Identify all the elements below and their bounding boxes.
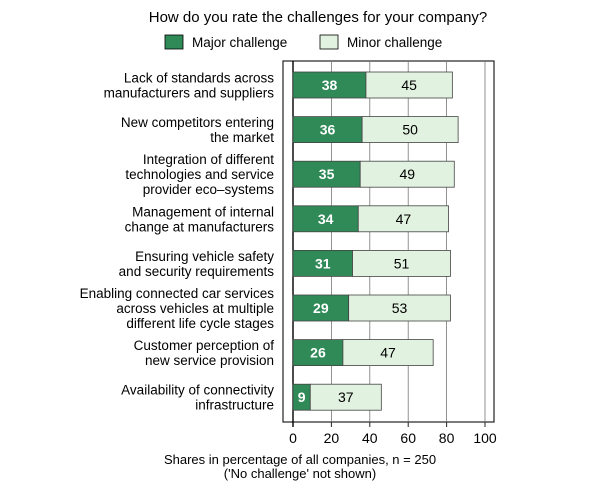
data-label: 47 <box>380 345 396 361</box>
data-label: 49 <box>399 166 415 182</box>
category-label: provider eco–systems <box>143 182 275 197</box>
category-label: Customer perception of <box>134 338 275 353</box>
data-label: 45 <box>401 77 417 93</box>
legend-swatch <box>164 34 184 50</box>
bar-minor <box>352 249 451 277</box>
bar-major <box>292 160 361 188</box>
category-label: Integration of different <box>143 152 274 167</box>
data-label: 9 <box>298 389 306 405</box>
data-label: 26 <box>310 345 326 361</box>
legend-label: Minor challenge <box>347 35 442 50</box>
x-tick-label: 40 <box>362 430 378 446</box>
data-label: 38 <box>322 77 338 93</box>
bar-minor <box>348 294 451 322</box>
data-label: 51 <box>394 255 410 271</box>
x-tick-label: 80 <box>439 430 455 446</box>
bar-minor <box>309 383 382 411</box>
data-label: 29 <box>313 300 329 316</box>
category-label: technologies and service <box>125 167 274 182</box>
bar-major <box>292 205 359 233</box>
category-label: change at manufacturers <box>125 219 275 234</box>
bar-minor <box>359 160 455 188</box>
category-label: Lack of standards across <box>124 71 274 86</box>
bar-minor <box>365 71 453 99</box>
category-label: Enabling connected car services <box>80 286 275 301</box>
data-label: 34 <box>318 211 334 227</box>
data-label: 47 <box>396 211 412 227</box>
bar-minor <box>342 339 434 367</box>
bar-minor <box>357 205 449 233</box>
data-label: 36 <box>320 122 336 138</box>
data-label: 37 <box>338 389 354 405</box>
x-tick-label: 60 <box>400 430 416 446</box>
category-label: new service provision <box>145 353 274 368</box>
category-label: Ensuring vehicle safety <box>135 249 274 264</box>
plot-frame <box>282 60 495 423</box>
bar-minor <box>361 116 459 143</box>
category-label: infrastructure <box>195 398 274 413</box>
x-tick-label: 20 <box>324 430 340 446</box>
legend-swatch <box>319 34 339 50</box>
category-label: Availability of connectivity <box>121 383 274 398</box>
data-label: 53 <box>392 300 408 316</box>
bar-major <box>292 339 344 367</box>
data-label: 31 <box>315 255 331 271</box>
category-label: across vehicles at multiple <box>116 301 274 316</box>
category-label: manufacturers and suppliers <box>104 86 275 101</box>
category-label: and security requirements <box>119 264 275 279</box>
x-tick-label: 100 <box>473 430 497 446</box>
bar-major <box>292 249 353 277</box>
category-label: the market <box>210 130 274 145</box>
bar-major <box>292 116 363 143</box>
bar-major <box>292 71 367 99</box>
x-tick-label: 0 <box>289 430 297 446</box>
category-label: different life cycle stages <box>126 316 274 331</box>
category-label: New competitors entering <box>121 115 274 130</box>
chart-title: How do you rate the challenges for your … <box>149 9 488 26</box>
legend-label: Major challenge <box>192 35 287 50</box>
data-label: 35 <box>319 166 335 182</box>
data-label: 50 <box>402 122 418 138</box>
x-axis-label: ('No challenge' not shown) <box>224 466 376 481</box>
x-axis-label: Shares in percentage of all companies, n… <box>164 452 436 467</box>
bar-major <box>292 294 350 322</box>
category-label: Management of internal <box>132 204 274 219</box>
